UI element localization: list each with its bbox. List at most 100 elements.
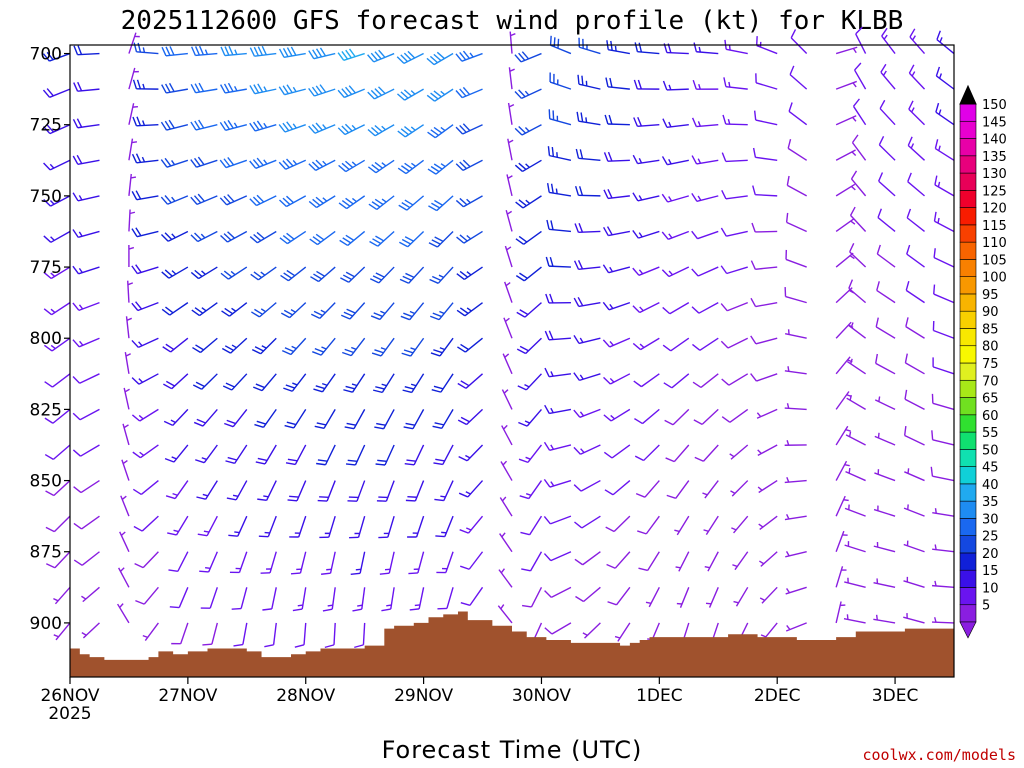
wind-barb (903, 426, 925, 446)
wind-barb (844, 577, 866, 589)
wind-barb (430, 337, 454, 357)
wind-barb (750, 373, 778, 382)
wind-barb (634, 444, 660, 462)
colorbar-segment (959, 345, 977, 364)
wind-barb (457, 373, 483, 389)
wind-barb (732, 551, 749, 571)
wind-barb (72, 229, 100, 239)
wind-barb (722, 114, 748, 126)
wind-barb (367, 49, 395, 63)
wind-barb (132, 79, 159, 90)
wind-barb (784, 477, 807, 484)
y-tick-label: 775 (30, 258, 62, 278)
wind-barb (131, 190, 159, 201)
wind-barb (72, 154, 100, 165)
wind-barb (161, 46, 188, 57)
wind-barb (605, 515, 631, 533)
wind-barb (370, 302, 395, 321)
wind-barb (350, 551, 366, 576)
wind-barb (128, 67, 139, 90)
chart-title: 2025112600 GFS forecast wind profile (kt… (121, 6, 904, 36)
wind-barb (378, 515, 395, 539)
wind-barb (81, 586, 100, 603)
wind-barb (400, 302, 425, 321)
wind-barb (43, 195, 71, 207)
wind-barb (752, 147, 778, 161)
wind-barb (904, 353, 925, 375)
wind-barb (190, 82, 218, 94)
wind-barb (249, 120, 277, 132)
wind-barb (294, 622, 307, 648)
wind-barb (931, 617, 955, 624)
wind-barb (197, 515, 218, 537)
wind-barb (457, 408, 484, 426)
wind-barb (850, 170, 867, 197)
wind-barb (785, 212, 807, 233)
x-axis: 26NOV 27NOV 28NOV 29NOV 30NOV 1DEC 2DEC 3DEC 202… (40, 677, 918, 724)
wind-barb (721, 408, 749, 423)
colorbar-label: 150 (982, 98, 1007, 113)
wind-barb (549, 72, 572, 90)
colorbar-label: 80 (982, 340, 999, 355)
wind-barb (190, 230, 218, 243)
wind-barb (846, 395, 866, 410)
x-year-label: 2025 (48, 704, 91, 724)
wind-barb (122, 423, 130, 446)
wind-barb (292, 587, 307, 612)
wind-barb (703, 515, 719, 536)
wind-barb (132, 116, 159, 127)
wind-barb (784, 287, 807, 304)
wind-barb (903, 540, 925, 553)
wind-barb (53, 622, 71, 641)
wind-barb (516, 302, 542, 318)
wind-barb (313, 373, 336, 393)
wind-barb (131, 408, 159, 422)
colorbar-label: 125 (982, 184, 1007, 199)
wind-barb (343, 373, 366, 393)
wind-barb (167, 515, 189, 536)
wind-barb (456, 266, 483, 281)
wind-barb (573, 297, 601, 308)
wind-barb (704, 551, 719, 572)
wind-barb (932, 580, 955, 589)
wind-barb (281, 337, 307, 356)
colorbar-label: 70 (982, 374, 999, 389)
wind-barb (131, 227, 159, 238)
wind-barb (573, 372, 601, 382)
wind-barb (284, 409, 307, 429)
colorbar-label: 55 (982, 426, 999, 441)
wind-barb (606, 551, 631, 569)
wind-barb (128, 245, 135, 268)
colorbar-label: 40 (982, 478, 999, 493)
wind-barb (310, 266, 336, 283)
wind-barb (545, 293, 571, 304)
wind-barb (371, 337, 395, 357)
wind-barb (755, 73, 778, 90)
wind-barb (691, 192, 719, 203)
wind-barb (835, 46, 858, 55)
wind-barb (876, 281, 896, 304)
wind-barb (632, 302, 660, 314)
wind-barb (345, 444, 366, 466)
colorbar-segment (959, 587, 977, 606)
wind-barb (835, 80, 857, 90)
wind-barb (262, 587, 277, 611)
wind-barb (128, 173, 137, 196)
wind-barb (789, 65, 808, 90)
wind-barb (308, 47, 336, 60)
wind-barb (933, 284, 955, 304)
wind-barb (835, 460, 850, 481)
wind-barb (429, 266, 454, 284)
wind-barb (676, 587, 690, 608)
wind-barb (229, 551, 248, 574)
wind-barb (367, 86, 395, 100)
wind-barb (278, 158, 307, 170)
wind-barb (316, 444, 336, 466)
wind-barb (124, 351, 131, 374)
wind-barb (132, 480, 159, 496)
wind-barb (720, 265, 748, 275)
wind-barb (433, 444, 454, 466)
colorbar-bottom-arrow (959, 621, 977, 639)
wind-barb (397, 159, 425, 175)
wind-barb (521, 551, 543, 572)
